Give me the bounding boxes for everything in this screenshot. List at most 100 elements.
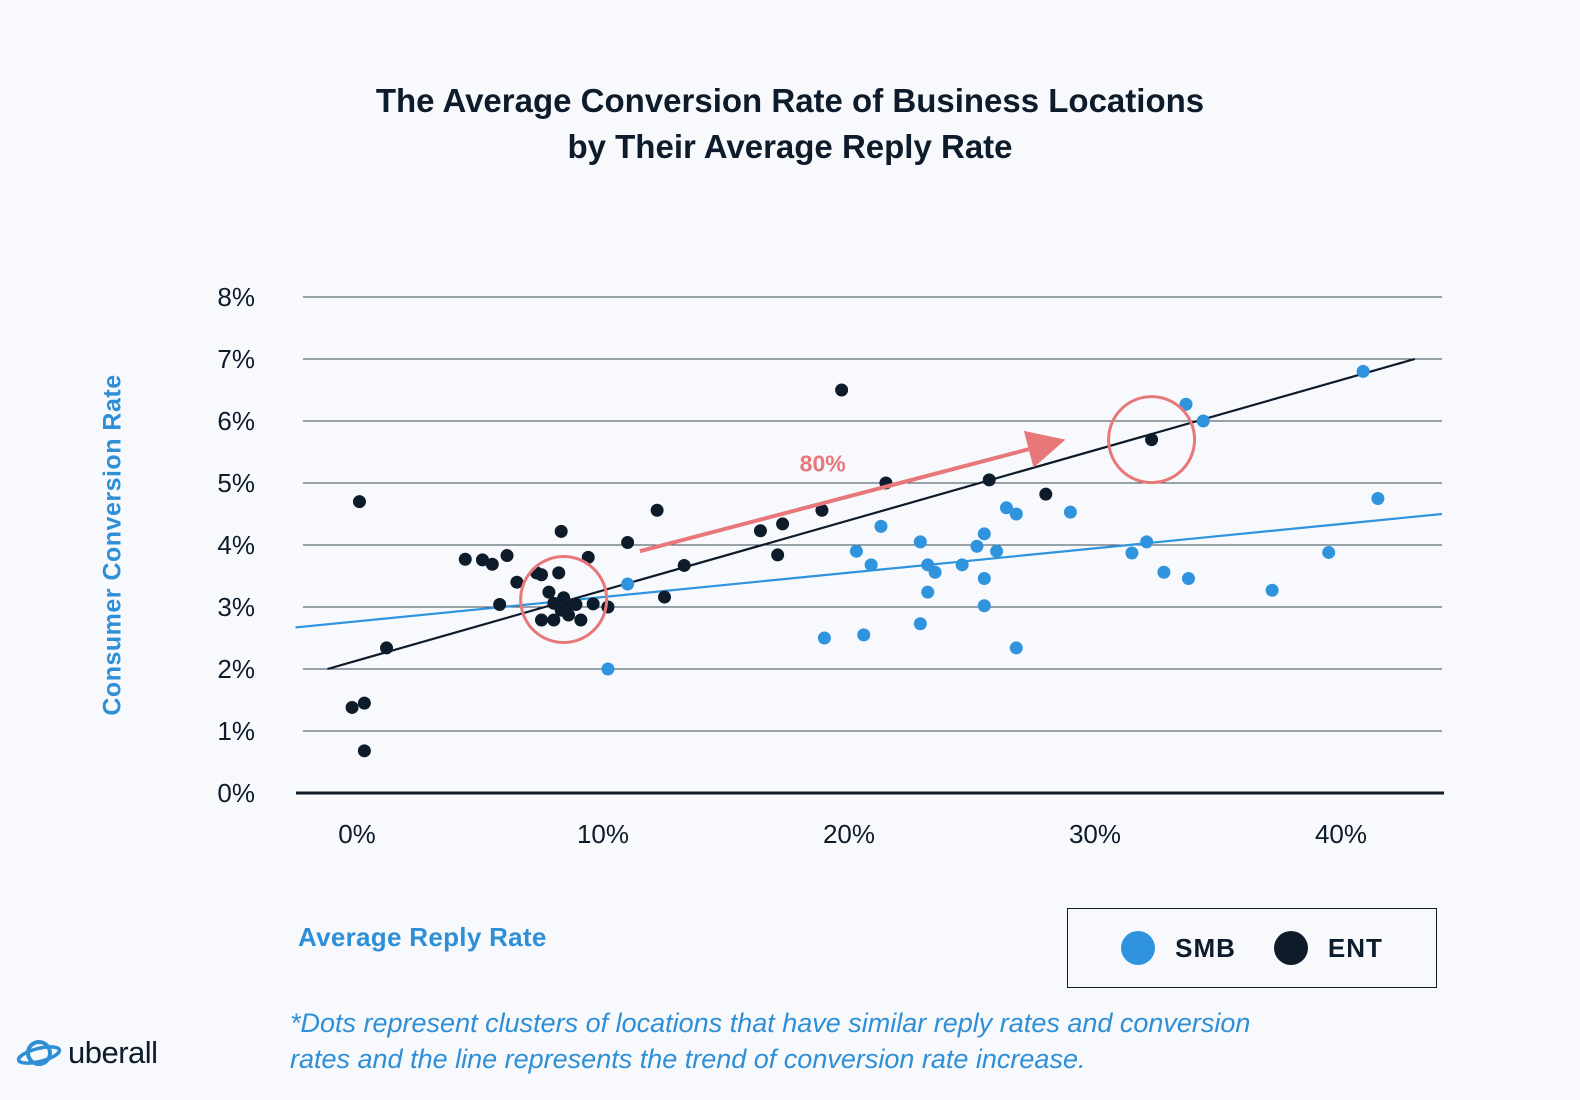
x-axis-label: Average Reply Rate — [298, 922, 547, 952]
highlight-circle — [1107, 395, 1197, 485]
data-point-ent — [753, 524, 767, 538]
x-tick-label: 40% — [1315, 819, 1367, 849]
data-point-smb — [928, 565, 942, 579]
data-point-ent — [835, 383, 849, 397]
data-point-smb — [1063, 505, 1077, 519]
data-point-ent — [562, 608, 576, 622]
data-point-smb — [1140, 535, 1154, 549]
data-point-ent — [621, 536, 635, 550]
data-point-smb — [977, 599, 991, 613]
data-point-ent — [510, 575, 524, 589]
logo-text: uberall — [68, 1035, 158, 1070]
data-point-smb — [864, 558, 878, 572]
data-point-smb — [977, 527, 991, 541]
data-point-ent — [1039, 487, 1053, 501]
data-point-smb — [601, 662, 615, 676]
data-point-ent — [815, 503, 829, 517]
y-tick-label: 6% — [217, 406, 255, 436]
data-point-smb — [1322, 545, 1336, 559]
data-point-ent — [493, 598, 507, 612]
y-tick-label: 2% — [217, 654, 255, 684]
data-point-ent — [542, 585, 556, 599]
data-point-ent — [677, 558, 691, 572]
data-point-smb — [621, 577, 635, 591]
planet-logo-icon — [16, 1040, 62, 1066]
legend-label-smb: SMB — [1175, 932, 1236, 963]
data-point-ent — [552, 566, 566, 580]
data-point-ent — [380, 641, 394, 655]
data-point-ent — [345, 700, 359, 714]
annotation-label: 80% — [800, 450, 846, 476]
data-point-smb — [913, 535, 927, 549]
data-point-ent — [547, 613, 561, 627]
data-point-ent — [650, 503, 664, 517]
x-tick-label: 0% — [338, 819, 376, 849]
chart-title-line2: by Their Average Reply Rate — [567, 128, 1013, 165]
data-point-smb — [1009, 507, 1023, 521]
data-point-ent — [569, 598, 583, 612]
data-point-smb — [970, 539, 984, 553]
data-point-smb — [857, 628, 871, 642]
annotation-arrow-head — [1023, 430, 1066, 468]
data-point-smb — [990, 544, 1004, 558]
legend: SMB ENT — [1067, 908, 1437, 988]
data-point-ent — [458, 552, 472, 566]
annotation-arrow-shaft — [639, 447, 1030, 554]
data-point-ent — [535, 613, 548, 627]
legend-item-smb: SMB — [1121, 931, 1236, 965]
data-point-smb — [1125, 546, 1139, 560]
data-point-ent — [982, 473, 996, 487]
data-point-smb — [1371, 492, 1385, 505]
data-point-smb — [955, 558, 969, 572]
footnote-line1: *Dots represent clusters of locations th… — [290, 1008, 1251, 1038]
data-point-smb — [874, 519, 888, 533]
data-point-smb — [817, 631, 831, 645]
data-point-ent — [771, 548, 785, 562]
data-point-ent — [500, 549, 514, 563]
footnote: *Dots represent clusters of locations th… — [290, 1005, 1370, 1077]
y-tick-label: 0% — [217, 778, 255, 808]
data-point-smb — [1356, 364, 1370, 378]
data-point-ent — [475, 553, 489, 567]
chart-title-line1: The Average Conversion Rate of Business … — [375, 82, 1205, 119]
uberall-logo: uberall — [16, 1035, 158, 1071]
data-point-ent — [658, 590, 671, 604]
data-point-ent — [485, 557, 499, 571]
data-point-smb — [1157, 565, 1171, 579]
y-tick-label: 1% — [217, 716, 255, 746]
data-point-ent — [535, 568, 548, 582]
data-point-smb — [921, 585, 935, 599]
data-point-smb — [1179, 397, 1193, 411]
x-tick-label: 10% — [577, 819, 629, 849]
y-tick-label: 8% — [217, 282, 255, 312]
data-point-ent — [776, 517, 790, 531]
y-tick-label: 3% — [217, 592, 255, 622]
legend-item-ent: ENT — [1273, 931, 1383, 965]
data-point-smb — [1009, 641, 1023, 655]
legend-swatch-smb — [1121, 931, 1156, 965]
y-tick-label: 7% — [217, 344, 255, 374]
data-point-smb — [999, 501, 1013, 515]
data-point-smb — [1265, 583, 1279, 597]
data-point-ent — [586, 597, 600, 611]
legend-swatch-ent — [1273, 931, 1308, 965]
chart-title: The Average Conversion Rate of Business … — [0, 78, 1580, 170]
highlight-circle — [519, 555, 609, 645]
x-tick-label: 30% — [1069, 819, 1121, 849]
data-point-ent — [574, 613, 588, 627]
data-point-ent — [357, 744, 371, 758]
legend-label-ent: ENT — [1327, 932, 1383, 963]
y-tick-label: 5% — [217, 468, 255, 498]
data-point-ent — [1145, 433, 1159, 447]
y-tick-label: 4% — [217, 530, 255, 560]
data-point-smb — [849, 544, 863, 558]
data-point-smb — [913, 617, 927, 631]
data-point-smb — [977, 571, 991, 585]
data-point-ent — [357, 696, 371, 710]
footnote-line2: rates and the line represents the trend … — [290, 1044, 1086, 1074]
x-tick-label: 20% — [823, 819, 875, 849]
trendline-ent — [327, 357, 1416, 671]
data-point-ent — [554, 524, 568, 538]
data-point-smb — [1196, 414, 1210, 428]
